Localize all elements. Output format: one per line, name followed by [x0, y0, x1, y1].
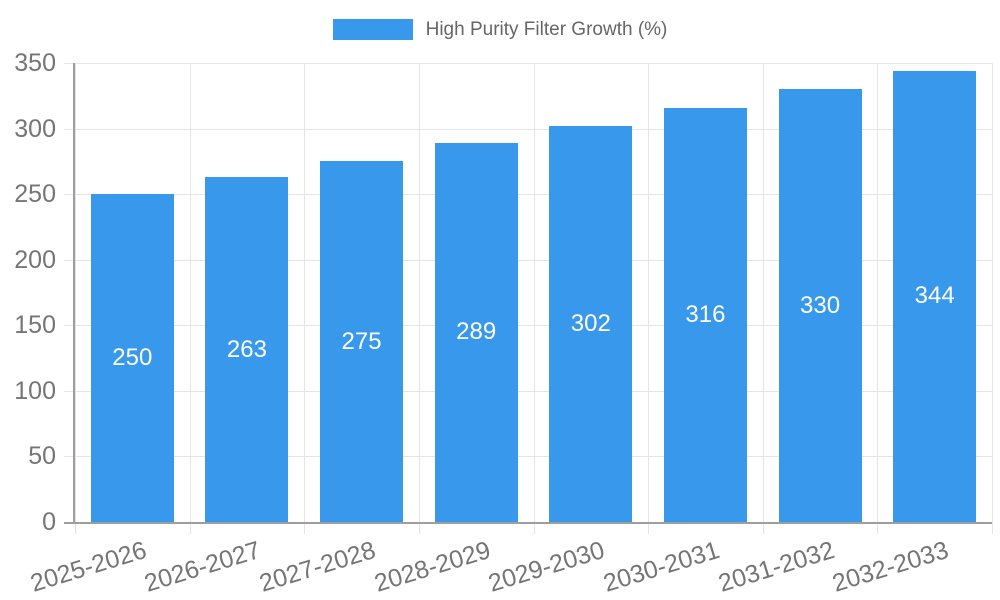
- bar-value-label: 316: [685, 300, 726, 328]
- bar-value-label: 344: [914, 282, 955, 310]
- gridline-horizontal: [64, 325, 992, 327]
- y-axis-tick-label: 150: [14, 311, 56, 340]
- x-axis-line: [64, 522, 992, 524]
- bar-2025-2026[interactable]: 250: [90, 194, 174, 522]
- y-axis-tick-label: 50: [28, 442, 56, 471]
- y-axis-line: [73, 63, 75, 524]
- x-axis-tick-label: 2032-2033: [829, 536, 952, 598]
- gridline-vertical: [648, 63, 650, 534]
- gridline-horizontal: [64, 194, 992, 196]
- y-axis-tick-label: 0: [42, 508, 56, 536]
- bar-2028-2029[interactable]: 289: [434, 142, 518, 522]
- y-axis-tick-label: 250: [14, 180, 56, 209]
- y-axis-tick-label: 200: [14, 245, 56, 274]
- bar-value-label: 263: [226, 335, 267, 363]
- bar-2030-2031[interactable]: 316: [663, 107, 747, 522]
- gridline-horizontal: [64, 128, 992, 130]
- bar-value-label: 330: [800, 291, 841, 319]
- gridline-horizontal: [64, 63, 992, 64]
- x-axis-tick-label: 2025-2026: [26, 536, 150, 598]
- gridline-vertical: [533, 63, 535, 534]
- x-axis-tick-label: 2029-2030: [485, 536, 608, 598]
- bar-value-label: 275: [341, 327, 382, 355]
- bar-2027-2028[interactable]: 275: [320, 161, 404, 522]
- gridline-vertical: [762, 63, 764, 534]
- gridline-vertical: [304, 63, 306, 534]
- bar-value-label: 289: [456, 318, 497, 346]
- bar-2029-2030[interactable]: 302: [549, 125, 633, 522]
- gridline-vertical: [189, 63, 191, 534]
- x-axis-tick-label: 2030-2031: [600, 536, 723, 598]
- gridline-horizontal: [64, 259, 992, 261]
- x-axis-tick-label: 2027-2028: [256, 536, 379, 598]
- bar-value-label: 302: [570, 309, 611, 337]
- legend-swatch[interactable]: [332, 19, 413, 40]
- gridline-vertical: [418, 63, 420, 534]
- legend-label: High Purity Filter Growth (%): [425, 19, 668, 40]
- y-axis-tick-label: 300: [14, 114, 56, 143]
- bar-2032-2033[interactable]: 344: [893, 70, 977, 522]
- x-axis-tick-label: 2031-2032: [714, 536, 838, 598]
- bar-2026-2027[interactable]: 263: [205, 177, 289, 522]
- gridline-vertical: [992, 63, 993, 534]
- bar-2031-2032[interactable]: 330: [778, 89, 862, 522]
- y-axis-tick-label: 350: [14, 49, 56, 77]
- x-axis-tick-label: 2026-2027: [141, 536, 265, 598]
- gridline-vertical: [877, 63, 879, 534]
- gridline-horizontal: [64, 390, 992, 392]
- y-axis-tick-label: 100: [14, 376, 56, 405]
- bar-value-label: 250: [112, 344, 153, 372]
- gridline-horizontal: [64, 456, 992, 458]
- legend[interactable]: High Purity Filter Growth (%): [0, 19, 1000, 40]
- gridline-vertical: [75, 63, 76, 534]
- x-axis-tick-label: 2028-2029: [370, 536, 494, 598]
